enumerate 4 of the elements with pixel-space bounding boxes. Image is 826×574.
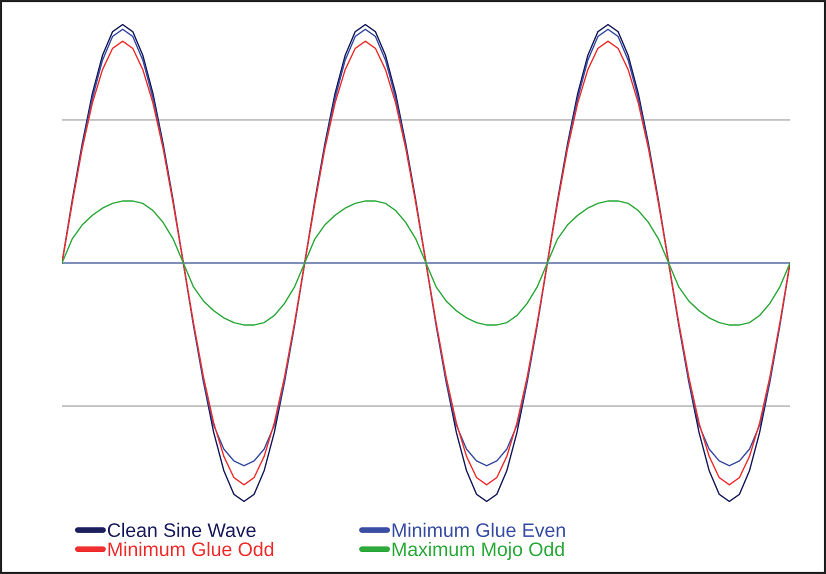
legend-label: Minimum Glue Odd [108,542,274,556]
legend-label: Minimum Glue Even [392,522,565,538]
legend-label: Clean Sine Wave [108,522,256,538]
legend-label: Maximum Mojo Odd [392,542,564,560]
